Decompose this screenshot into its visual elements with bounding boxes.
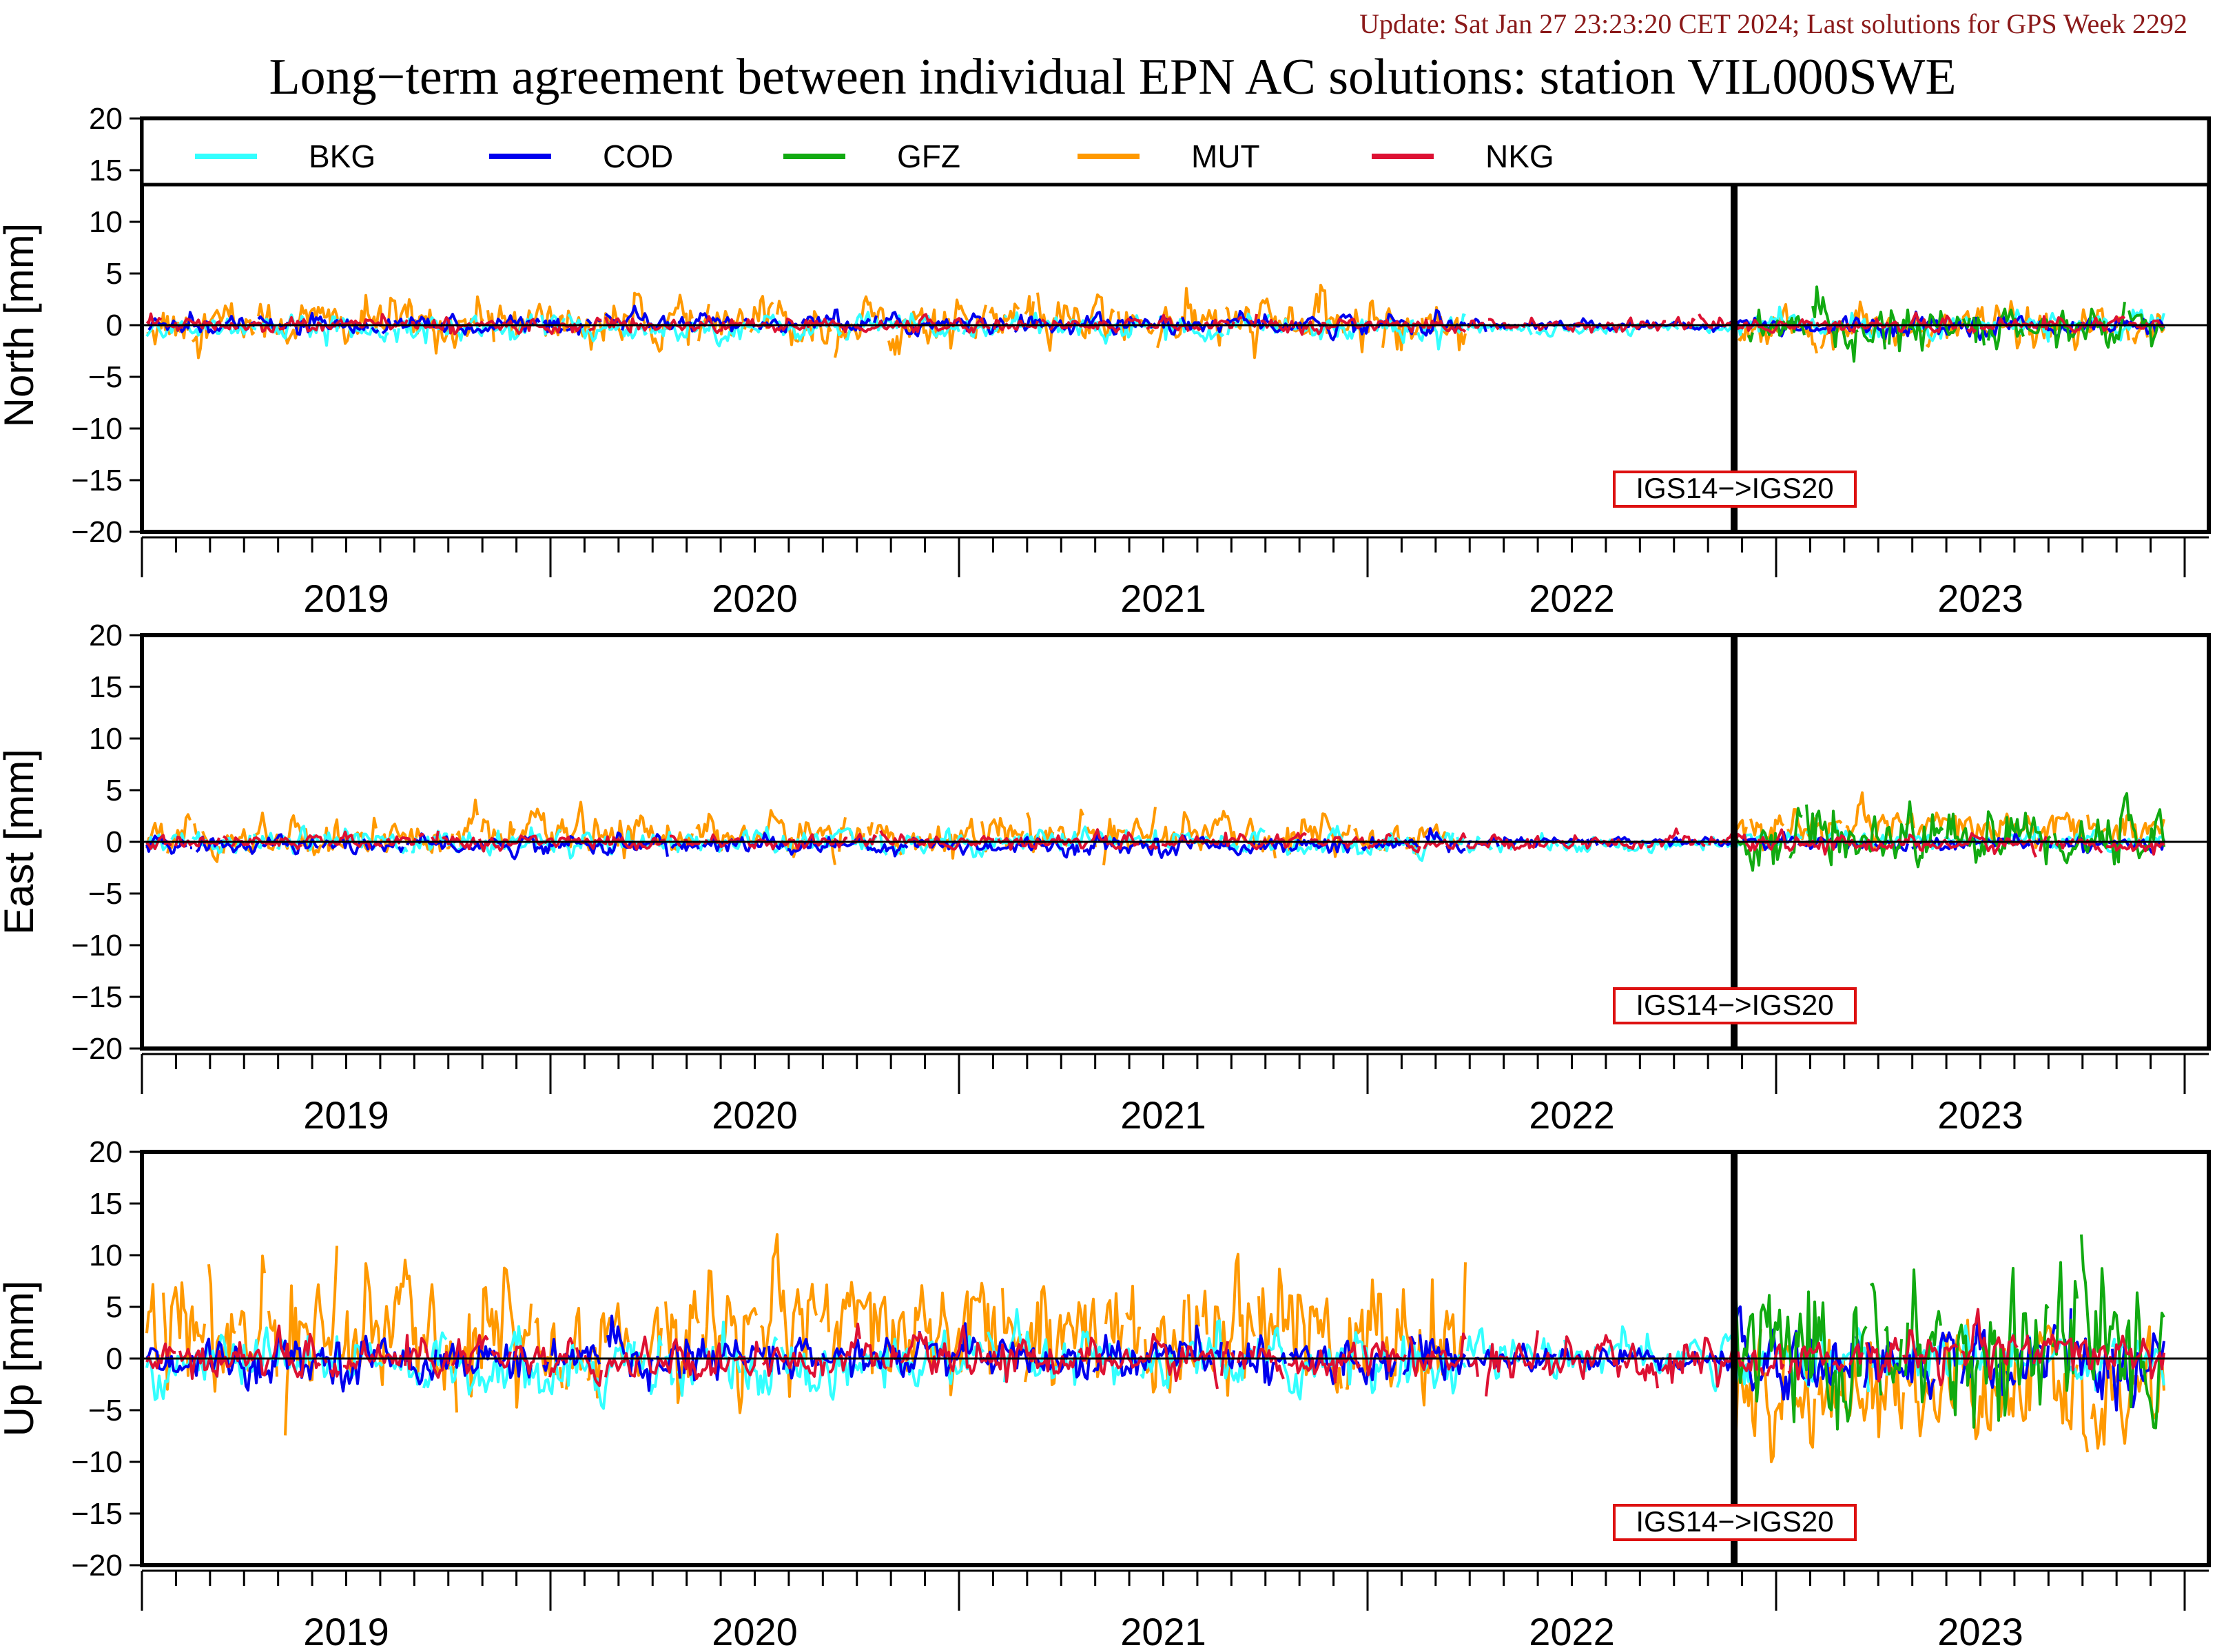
- x-year-label: 2023: [1937, 577, 2023, 620]
- series-gfz-line: [1733, 792, 2165, 872]
- x-year-label: 2021: [1120, 577, 1206, 620]
- x-year-label: 2022: [1529, 1093, 1615, 1137]
- y-tick-label: 20: [89, 102, 123, 136]
- legend-label-mut: MUT: [1191, 138, 1260, 174]
- y-tick-label: −10: [71, 412, 123, 446]
- y-tick-label: 15: [89, 154, 123, 187]
- legend: BKG COD GFZ MUT NKG: [140, 116, 2211, 187]
- y-axis-label: East [mm]: [0, 749, 42, 935]
- y-tick-label: 10: [89, 1239, 123, 1272]
- y-tick-label: 0: [106, 309, 123, 342]
- reference-change-label: IGS14−>IGS20: [1636, 472, 1833, 504]
- x-year-label: 2023: [1937, 1093, 2023, 1137]
- x-year-label: 2019: [303, 1093, 389, 1137]
- legend-label-gfz: GFZ: [897, 138, 960, 174]
- x-year-label: 2019: [303, 1610, 389, 1652]
- x-year-label: 2020: [712, 577, 798, 620]
- y-tick-label: −15: [71, 980, 123, 1014]
- x-year-label: 2022: [1529, 1610, 1615, 1652]
- panel-up: 20 15 10 5 0 −5 −10 −15 −20 Up [mm] 2019 2020 2021 20…: [0, 1135, 2211, 1652]
- y-tick-label: −5: [88, 1394, 123, 1427]
- legend-label-cod: COD: [603, 138, 673, 174]
- panel-east: 20 15 10 5 0 −5 −10 −15 −20 East [mm] 2019 2020 2021…: [0, 619, 2211, 1137]
- y-tick-label: 5: [106, 257, 123, 291]
- y-tick-label: 15: [89, 670, 123, 704]
- y-axis-label: Up [mm]: [0, 1281, 42, 1437]
- update-text: Update: Sat Jan 27 23:23:20 CET 2024; La…: [1359, 8, 2187, 39]
- reference-change-box: [1613, 471, 1857, 508]
- y-tick-label: 20: [89, 1135, 123, 1169]
- reference-change-box: [1613, 987, 1857, 1024]
- x-year-label: 2023: [1937, 1610, 2023, 1652]
- x-year-label: 2021: [1120, 1093, 1206, 1137]
- y-tick-label: 0: [106, 1342, 123, 1376]
- chart-title: Long−term agreement between individual E…: [269, 49, 1956, 105]
- y-tick-label: −15: [71, 464, 123, 497]
- panel-north: 20 15 10 5 0 −5 −10 −15 −20 North [mm] 2019 2020 202…: [0, 102, 2211, 620]
- y-tick-label: −5: [88, 360, 123, 394]
- legend-label-bkg: BKG: [309, 138, 375, 174]
- y-tick-label: −15: [71, 1497, 123, 1531]
- y-tick-label: −10: [71, 929, 123, 962]
- reference-change-label: IGS14−>IGS20: [1636, 989, 1833, 1021]
- y-tick-label: −5: [88, 877, 123, 911]
- y-tick-label: 10: [89, 722, 123, 756]
- legend-label-nkg: NKG: [1485, 138, 1554, 174]
- series-mut-line: [145, 1233, 2165, 1463]
- x-year-label: 2021: [1120, 1610, 1206, 1652]
- x-year-label: 2020: [712, 1610, 798, 1652]
- y-tick-label: −20: [71, 1032, 123, 1066]
- y-tick-label: 20: [89, 619, 123, 652]
- y-tick-label: 5: [106, 1290, 123, 1324]
- x-year-label: 2022: [1529, 577, 1615, 620]
- y-tick-label: −20: [71, 515, 123, 549]
- y-tick-label: 0: [106, 825, 123, 859]
- x-year-label: 2019: [303, 577, 389, 620]
- y-tick-label: −10: [71, 1445, 123, 1479]
- reference-change-box: [1613, 1504, 1857, 1541]
- y-tick-label: 15: [89, 1187, 123, 1221]
- reference-change-label: IGS14−>IGS20: [1636, 1505, 1833, 1538]
- y-tick-label: 10: [89, 205, 123, 239]
- y-tick-label: −20: [71, 1549, 123, 1582]
- legend-box: [140, 116, 2211, 187]
- y-axis-label: North [mm]: [0, 223, 42, 428]
- y-tick-label: 5: [106, 774, 123, 807]
- x-year-label: 2020: [712, 1093, 798, 1137]
